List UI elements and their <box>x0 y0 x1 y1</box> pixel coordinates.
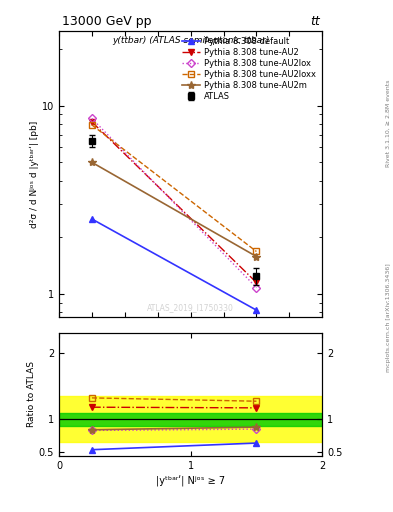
Pythia 8.308 tune-AU2 <box>90 119 94 125</box>
Pythia 8.308 tune-AU2lox <box>90 115 94 121</box>
Pythia 8.308 tune-AU2lox <box>254 285 259 291</box>
Pythia 8.308 default <box>90 216 94 222</box>
Text: ATLAS_2019_I1750330: ATLAS_2019_I1750330 <box>147 303 234 312</box>
Legend: Pythia 8.308 default, Pythia 8.308 tune-AU2, Pythia 8.308 tune-AU2lox, Pythia 8.: Pythia 8.308 default, Pythia 8.308 tune-… <box>180 35 318 102</box>
Bar <box>59 396 322 442</box>
Pythia 8.308 tune-AU2loxx <box>90 122 94 128</box>
Y-axis label: d²σ / d Nʲᵒˢ d |yᵗᵇᵃʳʹ| [pb]: d²σ / d Nʲᵒˢ d |yᵗᵇᵃʳʹ| [pb] <box>30 120 39 228</box>
Line: Pythia 8.308 tune-AU2loxx: Pythia 8.308 tune-AU2loxx <box>89 122 259 254</box>
Text: tt: tt <box>310 15 320 28</box>
Pythia 8.308 tune-AU2m <box>90 159 94 165</box>
Line: Pythia 8.308 tune-AU2: Pythia 8.308 tune-AU2 <box>89 119 259 285</box>
Pythia 8.308 tune-AU2 <box>254 280 259 286</box>
Line: Pythia 8.308 tune-AU2m: Pythia 8.308 tune-AU2m <box>88 158 261 261</box>
Text: y(ttbar) (ATLAS semileptonic ttbar): y(ttbar) (ATLAS semileptonic ttbar) <box>112 36 269 46</box>
Pythia 8.308 default <box>254 307 259 313</box>
Bar <box>59 413 322 426</box>
Line: Pythia 8.308 default: Pythia 8.308 default <box>88 216 260 314</box>
Line: Pythia 8.308 tune-AU2lox: Pythia 8.308 tune-AU2lox <box>89 116 259 290</box>
Y-axis label: Ratio to ATLAS: Ratio to ATLAS <box>27 361 36 427</box>
Text: mcplots.cern.ch [arXiv:1306.3436]: mcplots.cern.ch [arXiv:1306.3436] <box>386 263 391 372</box>
Pythia 8.308 tune-AU2m <box>254 253 259 260</box>
Text: 13000 GeV pp: 13000 GeV pp <box>62 15 151 28</box>
X-axis label: |yᵗᵇᵃʳʹ| Nʲᵒˢ ≥ 7: |yᵗᵇᵃʳʹ| Nʲᵒˢ ≥ 7 <box>156 476 225 487</box>
Pythia 8.308 tune-AU2loxx <box>254 248 259 254</box>
Text: Rivet 3.1.10, ≥ 2.8M events: Rivet 3.1.10, ≥ 2.8M events <box>386 79 391 166</box>
